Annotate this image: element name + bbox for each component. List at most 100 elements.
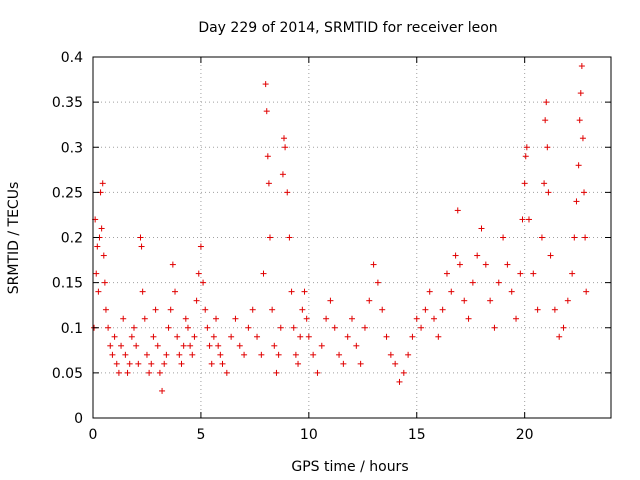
x-tick-label: 15 [408,427,426,443]
data-point [452,252,459,259]
data-point [409,333,416,340]
data-point [213,315,220,322]
data-point [314,369,321,376]
data-point [184,324,191,331]
data-point [120,315,127,322]
grid-lines [93,57,611,418]
data-point [176,351,183,358]
data-point [124,369,131,376]
data-point [219,360,226,367]
data-point [254,333,261,340]
chart-title: Day 229 of 2014, SRMTID for receiver leo… [198,20,497,36]
data-point [135,360,142,367]
data-point [454,207,461,214]
data-point [210,333,217,340]
data-point [582,234,589,241]
data-point [154,342,161,349]
data-point [344,333,351,340]
ticks: 0 5 10 15 20 0 0.05 0.1 0.15 0.2 0.25 0.3 0.35 0.4 [52,50,611,443]
data-point [439,306,446,313]
data-point [122,351,129,358]
y-tick-label: 0.2 [61,231,83,247]
data-point [208,360,215,367]
data-point [571,234,578,241]
data-point [131,324,138,331]
data-point [133,342,140,349]
data-point [277,324,284,331]
y-tick-label: 0.4 [61,50,83,66]
data-point [99,180,106,187]
data-point [541,180,548,187]
data-point [292,351,299,358]
data-point [241,351,248,358]
data-point [379,306,386,313]
data-point [331,324,338,331]
data-point [519,216,526,223]
data-point [396,378,403,385]
data-point [310,351,317,358]
data-point [523,144,530,151]
data-point [105,324,112,331]
data-point [569,270,576,277]
data-point [180,342,187,349]
y-tick-label: 0.05 [52,366,83,382]
data-point [426,288,433,295]
data-point [266,234,273,241]
data-point [443,270,450,277]
data-point [152,306,159,313]
data-point [297,333,304,340]
data-point [560,324,567,331]
data-point [545,189,552,196]
data-point [206,342,213,349]
data-point [405,351,412,358]
data-point [323,315,330,322]
data-point [290,324,297,331]
data-point [299,306,306,313]
data-point [178,360,185,367]
data-point [215,342,222,349]
data-point [282,144,289,151]
data-point [422,306,429,313]
data-point [169,261,176,268]
data-point [581,189,588,196]
data-point [575,162,582,169]
data-point [93,270,100,277]
data-point [383,333,390,340]
data-point [273,369,280,376]
x-axis-label: GPS time / hours [291,459,408,475]
data-point [191,333,198,340]
data-point [547,252,554,259]
data-point [264,153,271,160]
data-point [143,351,150,358]
y-tick-label: 0.1 [61,321,83,337]
data-point [318,342,325,349]
data-point [551,306,558,313]
data-point [577,90,584,97]
data-point [174,333,181,340]
data-point [138,243,145,250]
data-point [281,135,288,142]
data-point [295,360,302,367]
y-tick-label: 0.35 [52,95,83,111]
data-point [258,351,265,358]
data-point [400,369,407,376]
data-point [262,81,269,88]
data-point [538,234,545,241]
data-point [263,108,270,115]
data-point [303,315,310,322]
data-point [361,324,368,331]
data-point [172,288,179,295]
data-point [491,324,498,331]
data-point [161,360,168,367]
data-point [100,252,107,259]
data-point [193,297,200,304]
data-point [202,306,209,313]
data-point [482,261,489,268]
y-tick-label: 0.25 [52,185,83,201]
data-point [349,315,355,322]
data-point [336,351,343,358]
data-point [156,369,163,376]
data-point [357,360,364,367]
data-point [573,198,580,205]
